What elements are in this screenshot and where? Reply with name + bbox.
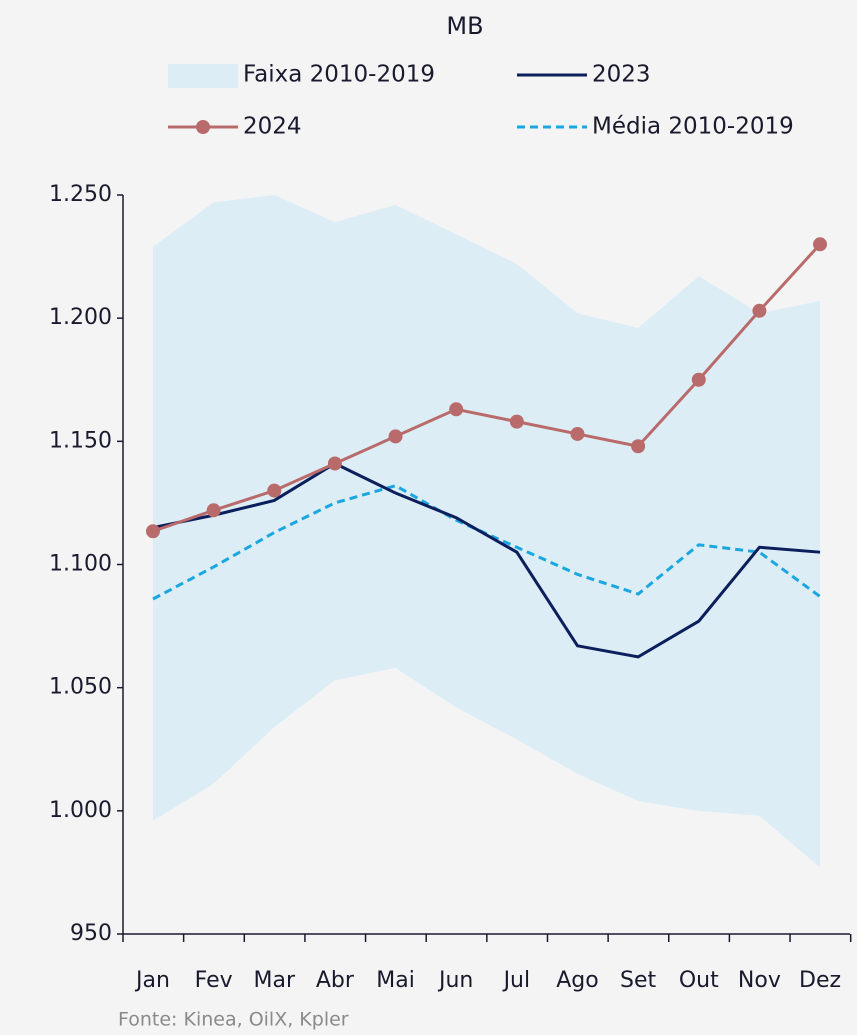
- x-tick-label: Mar: [254, 968, 296, 993]
- series-marker: [509, 414, 524, 429]
- y-tick-label: 1.100: [49, 552, 112, 577]
- x-tick-label: Abr: [316, 968, 355, 993]
- chart-subtitle: MB: [446, 12, 483, 40]
- series-marker: [327, 456, 342, 471]
- x-tick-label: Jun: [437, 968, 473, 993]
- series-line: [152, 461, 821, 659]
- x-tick-label: Out: [679, 968, 719, 993]
- y-tick-label: 1.150: [49, 428, 112, 453]
- series-marker: [449, 402, 464, 417]
- series-marker: [570, 426, 585, 441]
- y-tick-label: 1.250: [49, 182, 112, 207]
- x-tick-label: Fev: [195, 968, 233, 993]
- series-marker: [691, 372, 706, 387]
- y-tick-label: 1.000: [49, 798, 112, 823]
- y-tick-label: 1.050: [49, 675, 112, 700]
- series-marker: [206, 503, 221, 518]
- x-tick-label: Dez: [799, 968, 841, 993]
- series-marker: [146, 524, 160, 539]
- series-marker: [267, 483, 282, 498]
- legend-label: Média 2010-2019: [592, 114, 794, 140]
- x-tick-label: Ago: [556, 968, 598, 993]
- series-marker: [752, 303, 767, 318]
- legend-marker: [196, 120, 210, 134]
- legend-label: Faixa 2010-2019: [243, 62, 435, 88]
- series-marker: [813, 237, 828, 252]
- x-tick-label: Set: [620, 968, 657, 993]
- legend-label: 2023: [592, 62, 651, 88]
- series-marker: [631, 439, 646, 454]
- y-tick-label: 950: [70, 921, 112, 946]
- legend-swatch: [168, 64, 238, 88]
- range-band: [153, 195, 821, 868]
- y-tick-label: 1.200: [49, 305, 112, 330]
- series-line: [152, 243, 822, 533]
- source-note: Fonte: Kinea, OilX, Kpler: [118, 1009, 349, 1031]
- legend-label: 2024: [243, 114, 302, 140]
- x-tick-label: Jul: [502, 968, 531, 993]
- series-marker: [388, 429, 403, 444]
- x-tick-label: Mai: [376, 968, 415, 993]
- x-tick-label: Nov: [738, 968, 781, 993]
- x-tick-label: Jan: [134, 968, 170, 993]
